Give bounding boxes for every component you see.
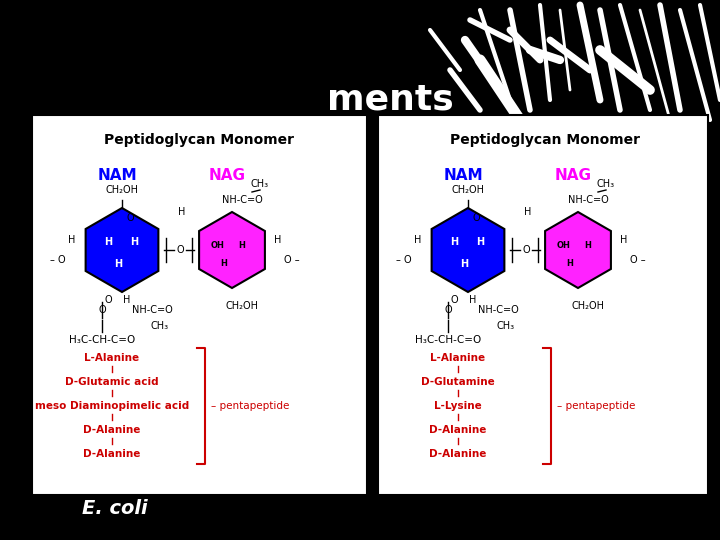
Text: CH₂OH: CH₂OH — [451, 185, 485, 195]
Text: D-Glutamine: D-Glutamine — [421, 377, 495, 387]
Text: E. coli: E. coli — [82, 498, 148, 517]
Text: Peptidoglycan Monomer: Peptidoglycan Monomer — [450, 133, 640, 147]
Text: ments: ments — [327, 83, 454, 117]
Text: H: H — [104, 237, 112, 247]
Text: NAG: NAG — [554, 167, 592, 183]
Text: H₃C-CH-C=O: H₃C-CH-C=O — [69, 335, 135, 345]
Text: H: H — [524, 207, 531, 217]
Text: D-Alanine: D-Alanine — [429, 425, 487, 435]
Text: H: H — [460, 259, 468, 269]
Text: D-Alanine: D-Alanine — [429, 449, 487, 459]
Text: H: H — [220, 260, 228, 268]
Text: O: O — [472, 213, 480, 223]
Text: H: H — [414, 235, 422, 245]
FancyBboxPatch shape — [378, 115, 708, 495]
Text: H: H — [274, 235, 282, 245]
Text: D-Alanine: D-Alanine — [84, 449, 140, 459]
Text: O: O — [104, 295, 112, 305]
Text: CH₃: CH₃ — [251, 179, 269, 189]
Text: H: H — [567, 260, 573, 268]
Text: meso Diaminopimelic acid: meso Diaminopimelic acid — [35, 401, 189, 411]
Text: H: H — [123, 295, 131, 305]
Polygon shape — [199, 212, 265, 288]
Text: CH₂OH: CH₂OH — [572, 301, 605, 311]
Text: NAM: NAM — [444, 167, 483, 183]
Text: CH₂OH: CH₂OH — [106, 185, 138, 195]
Text: H: H — [179, 207, 186, 217]
Text: L-Alanine: L-Alanine — [431, 353, 485, 363]
Text: NH-C=O: NH-C=O — [132, 305, 172, 315]
Text: H: H — [585, 240, 591, 249]
Text: CH₃: CH₃ — [497, 321, 515, 331]
Text: – pentapeptide: – pentapeptide — [557, 401, 635, 411]
FancyBboxPatch shape — [32, 115, 367, 495]
Text: O: O — [126, 213, 134, 223]
Text: CH₂OH: CH₂OH — [225, 301, 258, 311]
Text: CH₃: CH₃ — [151, 321, 169, 331]
Text: NH-C=O: NH-C=O — [477, 305, 518, 315]
Text: NAG: NAG — [209, 167, 246, 183]
Text: O: O — [450, 295, 458, 305]
Text: H₃C-CH-C=O: H₃C-CH-C=O — [415, 335, 481, 345]
Text: O –: O – — [284, 255, 300, 265]
Text: D-Alanine: D-Alanine — [84, 425, 140, 435]
Text: H: H — [621, 235, 628, 245]
Text: O: O — [444, 305, 452, 315]
Text: CH₃: CH₃ — [597, 179, 615, 189]
Text: H: H — [469, 295, 477, 305]
Text: L-Lysine: L-Lysine — [434, 401, 482, 411]
Text: – O: – O — [396, 255, 412, 265]
Text: NH-C=O: NH-C=O — [567, 195, 608, 205]
Text: NAM: NAM — [97, 167, 137, 183]
Text: H: H — [450, 237, 458, 247]
Text: H: H — [114, 259, 122, 269]
Text: O: O — [176, 245, 184, 255]
Text: H: H — [68, 235, 76, 245]
Text: Peptidoglycan Monomer: Peptidoglycan Monomer — [104, 133, 294, 147]
Text: H: H — [130, 237, 138, 247]
Text: L-Alanine: L-Alanine — [84, 353, 140, 363]
Text: – pentapeptide: – pentapeptide — [211, 401, 289, 411]
Text: H: H — [238, 240, 246, 249]
Text: NH-C=O: NH-C=O — [222, 195, 262, 205]
Polygon shape — [431, 208, 505, 292]
Text: – O: – O — [50, 255, 66, 265]
Text: H: H — [476, 237, 484, 247]
Text: OH: OH — [557, 240, 571, 249]
Text: OH: OH — [211, 240, 225, 249]
Text: D-Glutamic acid: D-Glutamic acid — [66, 377, 159, 387]
Text: O: O — [98, 305, 106, 315]
Polygon shape — [545, 212, 611, 288]
Text: O –: O – — [630, 255, 646, 265]
Polygon shape — [86, 208, 158, 292]
Text: O: O — [522, 245, 530, 255]
